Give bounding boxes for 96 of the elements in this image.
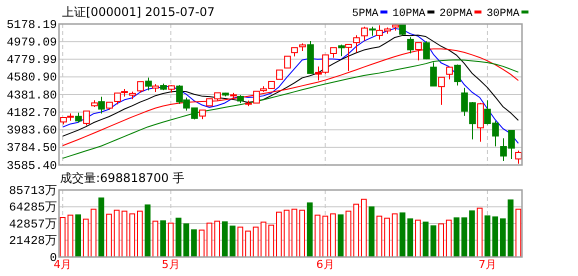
bar [438,223,444,258]
bar [384,218,390,258]
y-tick-label: 85713万 [8,184,57,198]
candlestick [145,77,152,91]
y-tick-label: 42857万 [8,217,57,232]
candlestick [438,76,445,106]
bar [306,202,313,258]
candlestick [98,96,105,114]
bar [152,220,158,258]
x-tick-label: 6月 [316,258,334,271]
bar [98,197,104,258]
bar [60,217,66,258]
candlestick [276,70,283,80]
bar [338,214,344,258]
candlestick [83,110,90,126]
bar [446,220,452,258]
candlestick [454,64,461,86]
candlestick [137,80,144,94]
bar [415,220,421,258]
bar [492,216,498,258]
bar [122,210,128,258]
bar [515,208,522,258]
y-tick-label: 3784.50 [6,141,57,156]
bar [106,214,112,258]
y-tick-label: 4979.09 [6,35,57,50]
bar [322,216,328,258]
candlestick [423,40,430,60]
legend-label: 5PMA [352,8,379,20]
bar [82,218,89,258]
candlestick [199,109,206,120]
bar [314,214,320,258]
bar [222,221,228,258]
y-tick-label: 3585.40 [6,158,57,173]
bar [137,210,143,258]
chart-title: 上证[000001] 2015-07-07 [62,5,215,19]
y-tick-label: 64285万 [8,200,57,215]
bar [400,212,406,258]
bar [67,214,74,258]
bar [353,204,360,258]
bar [469,210,475,258]
candlestick [338,44,345,57]
chart-title: 成交量:698818700 手 [60,171,185,185]
y-tick-label: 4779.99 [6,53,57,68]
y-tick-label: 4381.80 [6,88,57,102]
bar [268,224,274,258]
bar [346,210,352,258]
legend-label: 30PMA [486,8,520,20]
bar [114,210,120,258]
candlestick [353,34,360,54]
y-tick-label: 5178.19 [6,18,57,32]
candlestick [515,150,522,164]
bar [260,222,266,258]
bar [454,217,460,258]
bar [392,213,398,258]
bar [245,230,251,258]
candlestick [407,36,414,54]
bar [360,198,367,258]
bar [230,226,236,258]
bar [407,218,414,258]
line-series [62,59,519,159]
candlestick [284,56,291,69]
bar [160,220,166,258]
candlestick [361,26,368,42]
bar [168,222,174,258]
bar [422,222,429,258]
bar [461,217,468,258]
bar [476,208,483,258]
y-tick-label: 4580.90 [6,70,57,85]
bar [484,215,490,258]
bar [183,223,190,258]
bar [237,226,244,258]
bar [176,218,182,258]
bar [75,214,82,258]
bar [198,230,205,258]
candlestick [446,66,453,80]
bar [376,216,382,258]
bar [430,225,436,258]
bar [129,213,136,258]
legend-label: 10PMA [392,8,426,20]
x-tick-label: 5月 [162,258,180,271]
bar [368,206,374,258]
candlestick [330,47,337,58]
bar [191,229,197,258]
x-tick-label: 7月 [478,258,496,271]
legend-label: 20PMA [439,8,473,20]
y-tick-label: 3983.60 [6,124,57,138]
y-tick-label: 21428万 [8,234,57,248]
bar [144,204,151,258]
bar [330,213,336,258]
candlestick [477,102,484,142]
candlestick [369,26,376,36]
candlestick [75,112,82,124]
candlestick [430,62,437,87]
bar [90,208,96,258]
bar [252,226,259,258]
y-tick-label: 4182.70 [6,106,57,120]
